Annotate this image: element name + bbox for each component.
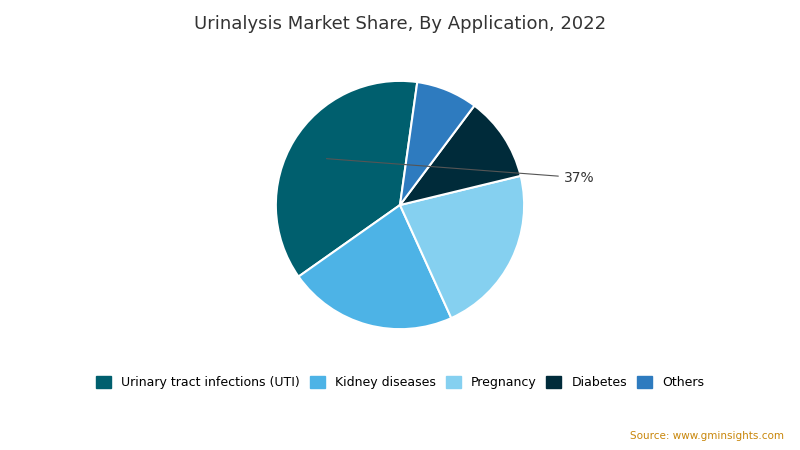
Title: Urinalysis Market Share, By Application, 2022: Urinalysis Market Share, By Application,…	[194, 15, 606, 33]
Legend: Urinary tract infections (UTI), Kidney diseases, Pregnancy, Diabetes, Others: Urinary tract infections (UTI), Kidney d…	[91, 371, 709, 394]
Wedge shape	[276, 81, 418, 277]
Wedge shape	[400, 82, 474, 205]
Text: 37%: 37%	[326, 159, 594, 184]
Wedge shape	[400, 176, 524, 318]
Text: Source: www.gminsights.com: Source: www.gminsights.com	[630, 431, 784, 441]
Wedge shape	[400, 106, 521, 205]
Wedge shape	[298, 205, 451, 329]
